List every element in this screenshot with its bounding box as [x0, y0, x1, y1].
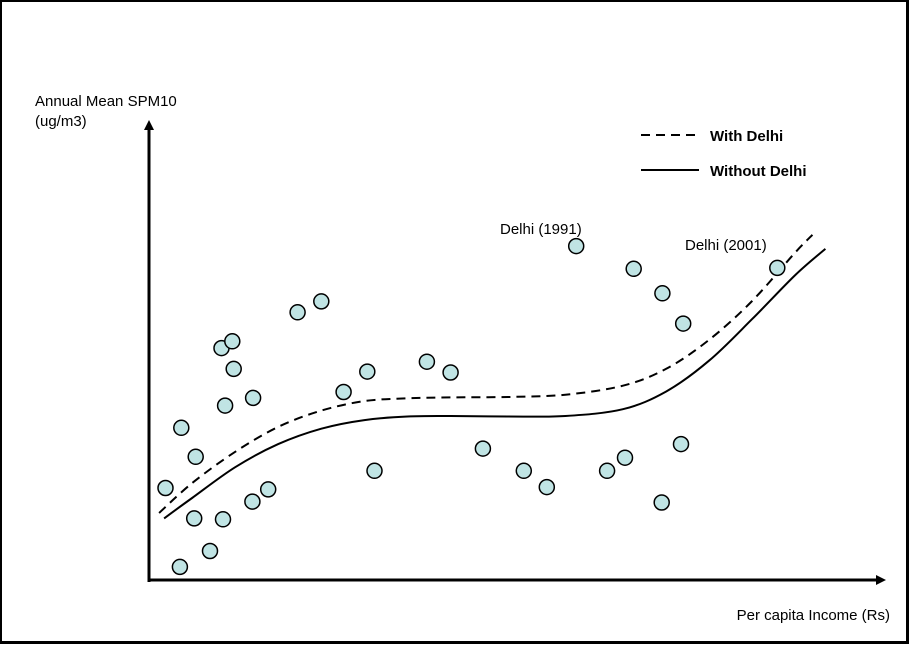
- data-point-1: [157, 479, 174, 497]
- data-point-25: [598, 462, 616, 480]
- y-axis-label-line1: Annual Mean SPM10: [35, 93, 177, 110]
- data-point-33: [769, 259, 786, 277]
- data-point-6: [201, 542, 219, 560]
- data-point-21: [442, 364, 459, 381]
- trend-lines: [158, 234, 827, 520]
- data-point-22: [474, 440, 492, 457]
- legend-label-without-delhi: Without Delhi: [710, 163, 807, 180]
- data-point-28: [625, 260, 642, 278]
- data-point-29: [654, 285, 671, 302]
- data-point-20: [418, 353, 436, 370]
- data-point-11: [225, 360, 242, 378]
- trend-line-without-delhi: [163, 248, 827, 520]
- annotation-delhi-1991: Delhi (1991): [500, 221, 582, 238]
- data-point-26: [616, 449, 634, 466]
- x-axis-label: Per capita Income (Rs): [737, 607, 890, 624]
- legend-label-with-delhi: With Delhi: [710, 128, 783, 145]
- data-point-4: [185, 510, 203, 527]
- data-point-13: [244, 389, 262, 407]
- data-point-23: [515, 462, 533, 480]
- legend: With Delhi Without Delhi: [641, 128, 807, 180]
- data-point-30: [653, 494, 670, 511]
- data-point-32: [672, 435, 690, 453]
- data-point-15: [289, 304, 306, 321]
- y-axis-label-line2: (ug/m3): [35, 113, 87, 130]
- data-point-5: [187, 448, 204, 466]
- trend-line-with-delhi: [158, 234, 814, 514]
- data-point-18: [359, 363, 376, 380]
- data-point-12: [244, 493, 261, 510]
- data-point-24: [538, 478, 556, 496]
- data-point-27: [567, 237, 585, 255]
- data-point-16: [313, 293, 330, 310]
- data-point-14: [259, 481, 277, 498]
- data-point-31: [674, 315, 692, 332]
- data-point-19: [366, 462, 383, 480]
- data-point-9: [216, 397, 234, 414]
- data-point-17: [335, 383, 352, 401]
- data-points: [157, 237, 786, 576]
- data-point-2: [171, 558, 189, 576]
- data-point-3: [173, 419, 190, 437]
- annotation-delhi-2001: Delhi (2001): [685, 237, 767, 254]
- data-point-8: [214, 511, 232, 528]
- data-point-10: [224, 333, 241, 350]
